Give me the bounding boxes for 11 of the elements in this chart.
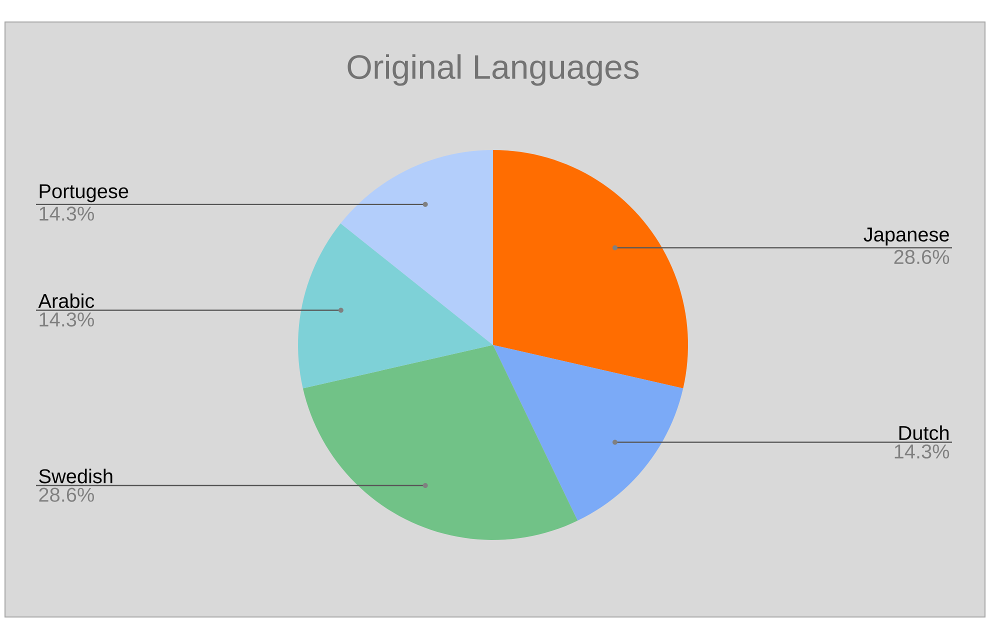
data-label: 28.6% — [894, 250, 950, 264]
data-label: 14.3% — [40, 206, 94, 221]
data-label: 14.3% — [40, 312, 94, 327]
data-label: 14.3% — [894, 444, 950, 459]
slice-label: Japanese — [864, 228, 949, 246]
slice-label: Portugese — [40, 184, 128, 202]
slice-label: Swedish — [39, 468, 112, 484]
slice-label: Dutch — [899, 425, 949, 440]
slice-label: Arabic — [38, 293, 94, 308]
chart-title: Original Languages — [348, 54, 639, 86]
data-label: 28.6% — [39, 488, 94, 502]
